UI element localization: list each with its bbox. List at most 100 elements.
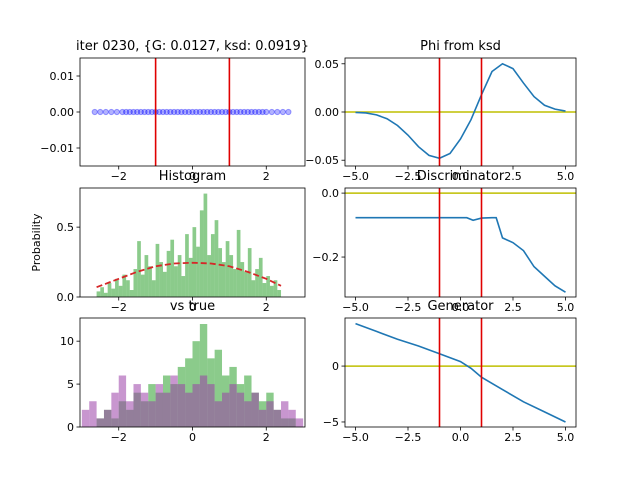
point <box>274 108 281 116</box>
hist-bar <box>214 220 219 297</box>
plot-area <box>345 188 576 297</box>
hist-bar <box>162 392 171 427</box>
point <box>126 108 133 116</box>
hist-bar <box>188 257 193 297</box>
axes-title: iter 0230, {G: 0.0127, ksd: 0.0919} <box>76 39 309 54</box>
point <box>218 108 226 116</box>
point <box>178 108 185 116</box>
y-tick-label: −0.2 <box>312 251 339 264</box>
hist-bar <box>133 384 141 427</box>
hist-bar <box>229 384 237 427</box>
point <box>222 108 229 116</box>
point <box>102 108 109 116</box>
hist-bar <box>251 280 256 297</box>
x-tick-label: 2 <box>263 431 270 444</box>
hist-bar <box>207 384 215 427</box>
hist-bar <box>111 392 119 427</box>
axes-title: Phi from ksd <box>420 39 501 54</box>
y-tick-label: 0.00 <box>315 106 340 119</box>
hist-bar <box>192 384 200 427</box>
hist-bar <box>96 291 101 297</box>
x-tick-label: 0 <box>189 431 196 444</box>
hist-bar <box>126 401 134 427</box>
x-tick-label: 2 <box>263 170 270 183</box>
point <box>91 108 98 116</box>
hist-bar <box>144 255 149 297</box>
x-tick-label: −2.5 <box>395 431 422 444</box>
y-tick-label: 0.00 <box>50 106 75 119</box>
hist-bar <box>244 271 248 297</box>
hist-bar <box>258 257 263 297</box>
point <box>237 108 244 116</box>
hist-bar <box>262 283 267 297</box>
point <box>156 108 163 116</box>
hist-bar <box>266 276 270 297</box>
hist-bar <box>162 271 167 297</box>
point <box>159 108 167 116</box>
hist-bar <box>214 349 223 427</box>
x-tick-label: −5.0 <box>342 301 369 314</box>
point <box>137 108 144 116</box>
point <box>248 108 255 116</box>
point <box>174 108 181 116</box>
point <box>145 108 152 116</box>
hist-bar <box>137 241 141 297</box>
x-tick-label: −5.0 <box>342 431 369 444</box>
y-tick-label: 0 <box>332 360 339 373</box>
hist-bar <box>81 409 90 427</box>
hist-bar <box>181 276 186 297</box>
point <box>229 108 237 116</box>
point <box>193 108 200 116</box>
hist-bar <box>148 266 152 297</box>
hist-bar <box>185 392 193 427</box>
hist-bar <box>148 401 156 427</box>
hist-bar <box>140 274 145 297</box>
point <box>279 108 286 116</box>
hist-bar <box>218 248 223 297</box>
line <box>355 322 566 423</box>
hist-bar <box>281 401 289 427</box>
point <box>263 108 270 116</box>
x-tick-label: 2 <box>263 301 270 314</box>
hist-bar <box>240 262 245 297</box>
point <box>252 108 259 116</box>
hist-bar <box>166 250 171 297</box>
hist-bar <box>118 285 123 297</box>
hist-bar <box>203 193 208 297</box>
axes-title: vs true <box>170 299 215 314</box>
point <box>163 108 170 116</box>
hist-bar <box>96 418 104 427</box>
point <box>285 108 292 116</box>
x-tick-label: 5.0 <box>557 170 575 183</box>
line <box>355 216 566 293</box>
hist-bar <box>258 409 267 427</box>
y-tick-label: 0.5 <box>57 221 75 234</box>
hist-bar <box>100 287 104 297</box>
point <box>241 108 248 116</box>
y-tick-label: 0 <box>67 421 74 434</box>
hist-bar <box>266 401 274 427</box>
hist-bar <box>159 262 163 297</box>
hist-bar <box>122 274 127 297</box>
hist-bar <box>118 375 127 427</box>
x-tick-label: 2.5 <box>504 170 522 183</box>
hist-bar <box>288 409 296 427</box>
x-tick-label: 2.5 <box>504 431 522 444</box>
hist-bar <box>177 255 182 297</box>
x-tick-label: −2 <box>111 301 127 314</box>
point <box>148 108 156 116</box>
axes-title: Generator <box>427 299 494 314</box>
point <box>196 108 203 116</box>
hist-bar <box>103 292 108 297</box>
hist-bar <box>133 269 138 297</box>
point <box>97 108 104 116</box>
point <box>182 108 189 116</box>
hist-bar <box>111 288 116 297</box>
hist-bar <box>185 234 189 297</box>
x-tick-label: −2.5 <box>395 170 422 183</box>
hist-bar <box>207 255 211 297</box>
hist-bar <box>244 375 252 427</box>
hist-bar <box>89 401 97 427</box>
x-tick-label: 0 <box>189 301 196 314</box>
